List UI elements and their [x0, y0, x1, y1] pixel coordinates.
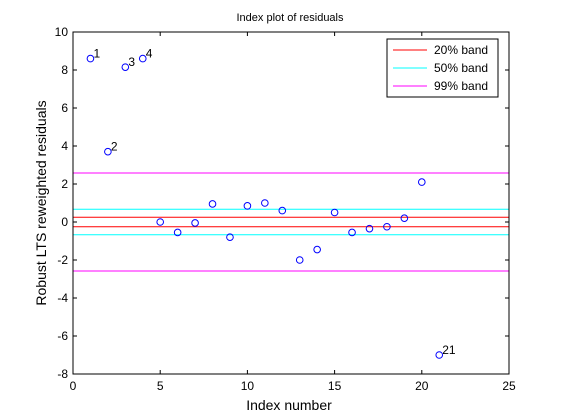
- residual-point: [156, 218, 164, 226]
- y-tick-label: 4: [61, 139, 68, 153]
- residual-point: [243, 202, 252, 210]
- point-label: 4: [146, 47, 153, 61]
- y-tick-label: 10: [55, 25, 69, 39]
- y-tick-label: 6: [61, 101, 68, 115]
- residual-point: [86, 54, 95, 63]
- x-tick-label: 10: [241, 379, 255, 393]
- legend-label: 20% band: [434, 43, 488, 57]
- residual-point: [138, 54, 147, 63]
- residual-point: [383, 222, 391, 231]
- x-tick-label: 20: [415, 379, 429, 393]
- y-tick-label: 2: [61, 177, 68, 191]
- point-label: 3: [128, 55, 135, 69]
- x-tick-label: 0: [70, 379, 77, 393]
- legend: 20% band 50% band 99% band: [386, 38, 499, 98]
- y-tick-label: -2: [57, 253, 68, 267]
- residual-point: [435, 351, 444, 359]
- residual-point: [173, 228, 182, 237]
- residual-point: [313, 245, 321, 254]
- x-tick-label: 5: [157, 379, 164, 393]
- y-tick-label: -4: [57, 291, 68, 305]
- point-labels: 1 2 34 21: [93, 47, 455, 357]
- residual-point: [226, 233, 234, 241]
- legend-label: 99% band: [434, 79, 488, 93]
- legend-label: 50% band: [434, 61, 488, 75]
- y-tick-label: -6: [57, 329, 68, 343]
- y-tick-label: -8: [57, 367, 68, 381]
- point-label: 2: [111, 140, 118, 154]
- residual-point: [400, 214, 409, 222]
- point-label: 1: [93, 47, 100, 61]
- residual-point: [104, 147, 112, 156]
- residual-point: [418, 178, 426, 186]
- residual-point: [278, 206, 287, 215]
- x-tick-label: 25: [502, 379, 516, 393]
- y-axis-title: Robust LTS reweighted residuals: [33, 100, 49, 305]
- point-label: 21: [442, 343, 456, 357]
- y-tick-label: 0: [61, 215, 68, 229]
- residual-point: [121, 63, 130, 71]
- residual-point: [295, 256, 304, 264]
- residual-point: [348, 228, 356, 237]
- residual-point: [191, 219, 199, 227]
- band-lines: [73, 172, 509, 272]
- x-tick-label: 15: [328, 379, 342, 393]
- residual-point: [365, 224, 374, 233]
- residual-point: [208, 200, 217, 208]
- x-axis-ticks: 0 5 10 15 20 25: [70, 32, 516, 393]
- chart-title: Index plot of residuals: [236, 12, 344, 24]
- x-axis-title: Index number: [246, 397, 332, 413]
- plot-border: [72, 31, 510, 375]
- residual-points: [86, 54, 444, 359]
- residual-point: [330, 208, 339, 217]
- residual-point: [261, 199, 269, 207]
- y-axis-ticks: -8 -6 -4 -2 0 2 4 6 8 10: [55, 25, 509, 381]
- y-tick-label: 8: [61, 63, 68, 77]
